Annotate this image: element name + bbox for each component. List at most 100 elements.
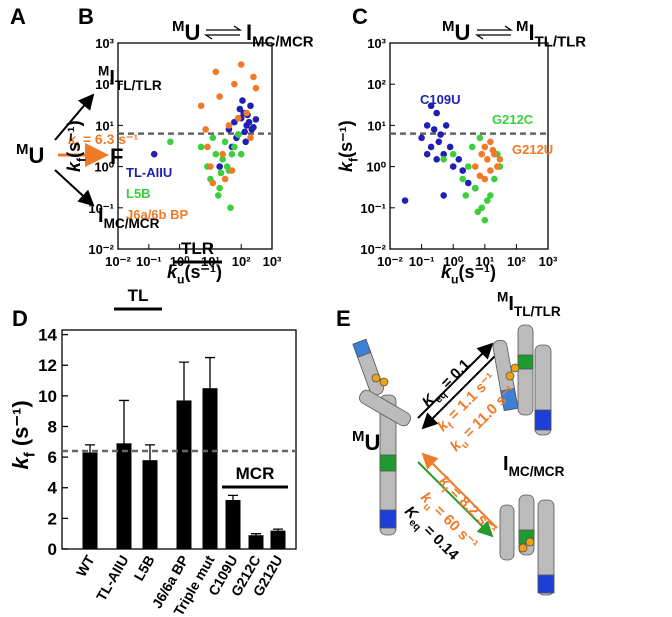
y-axis-label: kf (s⁻¹) — [8, 400, 39, 469]
data-point — [430, 126, 438, 133]
data-point — [462, 192, 470, 199]
data-point — [468, 143, 476, 151]
data-point — [433, 156, 440, 163]
reaction-label-part: U — [184, 20, 200, 45]
state-label-part: TL/TLR — [115, 78, 162, 93]
panel-a-arrows — [54, 93, 109, 207]
data-point — [243, 109, 250, 117]
reaction-label-part: M — [172, 18, 184, 35]
reaction-label-part: M — [516, 18, 528, 35]
data-point — [231, 80, 238, 88]
y-tick-label: 6 — [48, 448, 57, 467]
data-point — [223, 163, 231, 170]
data-point — [227, 204, 234, 212]
data-point — [423, 150, 431, 158]
data-point — [446, 143, 454, 151]
bar — [248, 535, 264, 549]
y-tick-label: 0 — [48, 540, 57, 559]
data-point — [221, 138, 229, 146]
x-tick-label: L5B — [131, 553, 158, 584]
data-point — [228, 167, 236, 174]
data-point — [459, 167, 467, 174]
data-point — [464, 163, 472, 170]
y-tick-label: 10³ — [95, 36, 114, 51]
data-point — [423, 122, 431, 129]
data-point — [487, 138, 494, 146]
x-axis-label: ku(s⁻¹) — [441, 262, 496, 286]
state-label: MU — [16, 141, 44, 168]
data-point — [440, 156, 447, 163]
y-axis-label-part: k — [8, 456, 33, 470]
bar — [82, 452, 98, 549]
group-label: TLR — [181, 239, 214, 258]
data-point — [455, 156, 463, 163]
reaction-label: IMC/MCR — [246, 20, 314, 51]
data-point — [418, 134, 425, 142]
state-label-part: U — [364, 430, 380, 455]
data-point — [484, 197, 491, 204]
state-label-part: U — [28, 143, 44, 168]
data-point — [221, 175, 229, 183]
state-label-part: MC/MCR — [509, 464, 565, 479]
legend-label: G212U — [512, 142, 553, 157]
y-axis-label-part: f — [74, 157, 88, 162]
reaction-label-part: MC/MCR — [252, 34, 314, 51]
data-point — [204, 143, 211, 151]
x-tick-label: 10⁻¹ — [409, 254, 435, 269]
plot-frame — [117, 42, 273, 250]
data-point — [209, 179, 217, 187]
data-point — [247, 102, 254, 110]
y-axis-label-part: f — [22, 451, 39, 457]
data-point — [476, 134, 484, 142]
y-tick-label: 14 — [38, 326, 57, 345]
data-point — [247, 134, 254, 142]
x-tick-label: 10⁰ — [443, 254, 463, 269]
data-point — [216, 184, 223, 192]
data-point — [489, 146, 497, 154]
data-point — [219, 156, 226, 163]
bar — [142, 460, 158, 549]
reaction-label-part: M — [442, 18, 454, 35]
state-label: MITL/TLR — [497, 290, 561, 319]
data-point — [219, 150, 226, 158]
y-tick-label: 10⁰ — [94, 160, 114, 175]
y-tick-label: 2 — [48, 509, 57, 528]
data-point — [440, 192, 447, 199]
panel-letter: C — [352, 4, 368, 29]
reaction-label: MU — [442, 18, 470, 45]
data-point — [225, 122, 233, 129]
state-label-part: I — [508, 293, 514, 315]
data-point — [252, 116, 260, 123]
data-point — [471, 184, 479, 192]
state-label-part: TL/TLR — [514, 304, 561, 319]
y-axis-label-part: (s⁻¹) — [8, 400, 33, 452]
y-axis-label-part: f — [346, 157, 360, 162]
rna-structures — [352, 324, 555, 596]
data-point — [252, 84, 260, 92]
data-point — [212, 68, 220, 76]
bar — [270, 530, 286, 549]
data-point — [478, 150, 486, 158]
data-point — [242, 138, 250, 146]
state-label-part: M — [352, 428, 364, 445]
legend-label: G212C — [492, 112, 534, 127]
legend-label: TL-AIIU — [126, 165, 172, 180]
legend-label: L5B — [126, 186, 151, 201]
state-label-part: M — [497, 290, 508, 305]
data-point — [150, 150, 158, 158]
data-point — [248, 126, 256, 133]
data-point — [481, 143, 489, 151]
y-axis-label-part: (s⁻¹) — [336, 120, 356, 158]
reaction-label-part: I — [528, 20, 534, 45]
error-bar — [273, 528, 283, 531]
y-axis-label: kf(s⁻¹) — [64, 120, 88, 172]
y-tick-label: 10⁻² — [360, 242, 386, 257]
x-axis-label-part: (s⁻¹) — [459, 262, 497, 282]
y-tick-label: 4 — [48, 479, 58, 498]
plot-frame — [389, 42, 549, 250]
rate-label-part: = 6.3 s⁻¹ — [79, 131, 138, 147]
reaction-label: MU — [172, 18, 200, 45]
data-point — [459, 175, 467, 183]
data-point — [167, 138, 174, 146]
